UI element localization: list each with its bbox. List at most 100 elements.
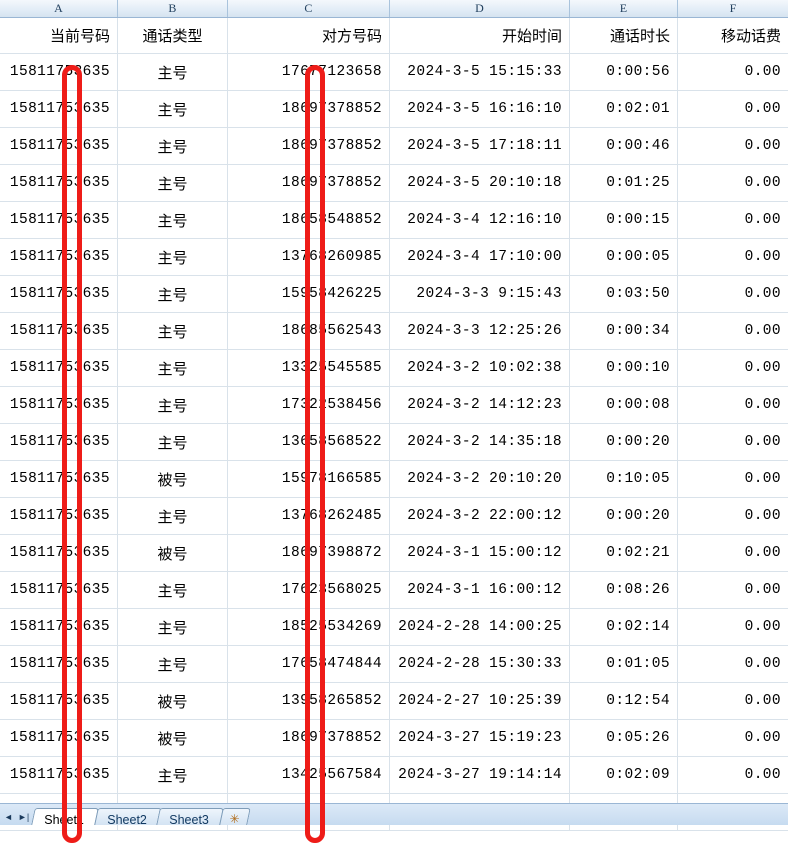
cell-current-number[interactable]: 15811753635 <box>0 313 118 349</box>
cell-duration[interactable]: 0:00:46 <box>570 128 678 164</box>
cell-current-number[interactable]: 15811753635 <box>0 572 118 608</box>
cell-call-type[interactable]: 主号 <box>118 276 228 312</box>
cell-peer-number[interactable]: 18697378852 <box>228 91 390 127</box>
cell-current-number[interactable]: 15811753635 <box>0 239 118 275</box>
cell-call-type[interactable]: 主号 <box>118 387 228 423</box>
cell-fee[interactable]: 0.00 <box>744 138 781 154</box>
cell-start-time[interactable]: 2024-3-5 17:18:11 <box>390 128 570 164</box>
cell-current-number[interactable]: 15811753635 <box>0 54 118 90</box>
cell-current-number[interactable]: 15811753635 <box>0 720 118 756</box>
cell-duration[interactable]: 0:02:14 <box>570 609 678 645</box>
header-cell-duration[interactable]: 通话时长 <box>570 18 678 53</box>
cell-duration[interactable]: 0:00:15 <box>570 202 678 238</box>
cell-peer-number[interactable]: 18525534269 <box>228 609 390 645</box>
cell-fee[interactable]: 0.00 <box>744 767 781 783</box>
cell-call-type[interactable]: 主号 <box>118 54 228 90</box>
cell-call-type[interactable]: 被号 <box>118 535 228 571</box>
cell-fee[interactable]: 0.00 <box>744 64 781 80</box>
cell-current-number[interactable]: 15811753635 <box>0 128 118 164</box>
cell-call-type[interactable]: 主号 <box>118 313 228 349</box>
cell-duration[interactable]: 0:12:54 <box>570 683 678 719</box>
cell-fee[interactable]: 0.00 <box>744 286 781 302</box>
cell-call-type[interactable]: 主号 <box>118 91 228 127</box>
cell-fee[interactable]: 0.00 <box>744 249 781 265</box>
cell-call-type[interactable]: 主号 <box>118 239 228 275</box>
cell-duration[interactable]: 0:08:26 <box>570 572 678 608</box>
cell-duration[interactable]: 0:05:26 <box>570 720 678 756</box>
column-header-c[interactable]: C <box>228 0 390 17</box>
cell-peer-number[interactable]: 18697378852 <box>228 165 390 201</box>
cell-start-time[interactable]: 2024-3-2 14:35:18 <box>390 424 570 460</box>
cell-start-time[interactable]: 2024-3-27 15:19:23 <box>390 720 570 756</box>
cell-peer-number[interactable]: 17677123658 <box>228 54 390 90</box>
cell-peer-number[interactable]: 13425567584 <box>228 757 390 793</box>
cell-current-number[interactable]: 15811753635 <box>0 609 118 645</box>
cell-fee[interactable]: 0.00 <box>744 175 781 191</box>
column-header-a[interactable]: A <box>0 0 118 17</box>
cell-fee[interactable]: 0.00 <box>744 619 781 635</box>
header-cell-current-number[interactable]: 当前号码 <box>0 18 118 53</box>
cell-duration[interactable]: 0:00:20 <box>570 498 678 534</box>
column-header-b[interactable]: B <box>118 0 228 17</box>
cell-fee[interactable]: 0.00 <box>744 582 781 598</box>
cell-current-number[interactable]: 15811753635 <box>0 276 118 312</box>
cell-start-time[interactable]: 2024-3-2 14:12:23 <box>390 387 570 423</box>
cell-duration[interactable]: 0:10:05 <box>570 461 678 497</box>
sheet-tab-sheet1[interactable]: Sheet1 <box>31 808 99 825</box>
cell-current-number[interactable]: 15811753635 <box>0 461 118 497</box>
cell-peer-number[interactable]: 18697398872 <box>228 535 390 571</box>
add-sheet-button[interactable]: ✳ <box>219 808 251 825</box>
cell-start-time[interactable]: 2024-3-1 16:00:12 <box>390 572 570 608</box>
cell-call-type[interactable]: 主号 <box>118 424 228 460</box>
last-sheet-icon[interactable]: ►| <box>17 812 30 822</box>
cell-call-type[interactable]: 主号 <box>118 202 228 238</box>
cell-fee[interactable]: 0.00 <box>744 434 781 450</box>
cell-start-time[interactable]: 2024-3-4 12:16:10 <box>390 202 570 238</box>
cell-start-time[interactable]: 2024-2-28 15:30:33 <box>390 646 570 682</box>
cell-fee[interactable]: 0.00 <box>744 323 781 339</box>
cell-peer-number[interactable]: 18697378852 <box>228 720 390 756</box>
cell-current-number[interactable]: 15811753635 <box>0 683 118 719</box>
cell-start-time[interactable]: 2024-3-2 22:00:12 <box>390 498 570 534</box>
cell-call-type[interactable]: 主号 <box>118 165 228 201</box>
cell-fee[interactable]: 0.00 <box>744 508 781 524</box>
cell-fee[interactable]: 0.00 <box>744 397 781 413</box>
cell-fee[interactable]: 0.00 <box>744 101 781 117</box>
cell-fee[interactable]: 0.00 <box>744 471 781 487</box>
cell-call-type[interactable]: 主号 <box>118 572 228 608</box>
header-cell-start-time[interactable]: 开始时间 <box>390 18 570 53</box>
cell-peer-number[interactable]: 13958265852 <box>228 683 390 719</box>
cell-peer-number[interactable]: 13325545585 <box>228 350 390 386</box>
cell-start-time[interactable]: 2024-3-4 17:10:00 <box>390 239 570 275</box>
cell-current-number[interactable]: 15811753635 <box>0 350 118 386</box>
sheet-tab-sheet2[interactable]: Sheet2 <box>93 808 162 825</box>
cell-start-time[interactable]: 2024-3-3 12:25:26 <box>390 313 570 349</box>
cell-current-number[interactable]: 15811753635 <box>0 424 118 460</box>
cell-call-type[interactable]: 主号 <box>118 128 228 164</box>
cell-duration[interactable]: 0:01:05 <box>570 646 678 682</box>
cell-start-time[interactable]: 2024-3-27 19:14:14 <box>390 757 570 793</box>
cell-duration[interactable]: 0:02:09 <box>570 757 678 793</box>
column-header-e[interactable]: E <box>570 0 678 17</box>
cell-current-number[interactable]: 15811753635 <box>0 535 118 571</box>
header-cell-call-type[interactable]: 通话类型 <box>118 18 228 53</box>
cell-fee[interactable]: 0.00 <box>744 656 781 672</box>
cell-call-type[interactable]: 主号 <box>118 609 228 645</box>
cell-fee[interactable]: 0.00 <box>744 545 781 561</box>
header-cell-fee[interactable]: 移动话费 <box>720 28 781 45</box>
cell-current-number[interactable]: 15811753635 <box>0 757 118 793</box>
cell-duration[interactable]: 0:00:08 <box>570 387 678 423</box>
cell-peer-number[interactable]: 13768262485 <box>228 498 390 534</box>
cell-start-time[interactable]: 2024-2-28 14:00:25 <box>390 609 570 645</box>
cell-current-number[interactable]: 15811753635 <box>0 202 118 238</box>
cell-current-number[interactable]: 15811753635 <box>0 646 118 682</box>
cell-duration[interactable]: 0:01:25 <box>570 165 678 201</box>
cell-duration[interactable]: 0:00:20 <box>570 424 678 460</box>
column-header-d[interactable]: D <box>390 0 570 17</box>
cell-start-time[interactable]: 2024-2-27 10:25:39 <box>390 683 570 719</box>
cell-start-time[interactable]: 2024-3-2 10:02:38 <box>390 350 570 386</box>
sheet-tab-sheet3[interactable]: Sheet3 <box>156 808 224 825</box>
cell-peer-number[interactable]: 17658474844 <box>228 646 390 682</box>
cell-peer-number[interactable]: 18697378852 <box>228 128 390 164</box>
cell-duration[interactable]: 0:02:21 <box>570 535 678 571</box>
